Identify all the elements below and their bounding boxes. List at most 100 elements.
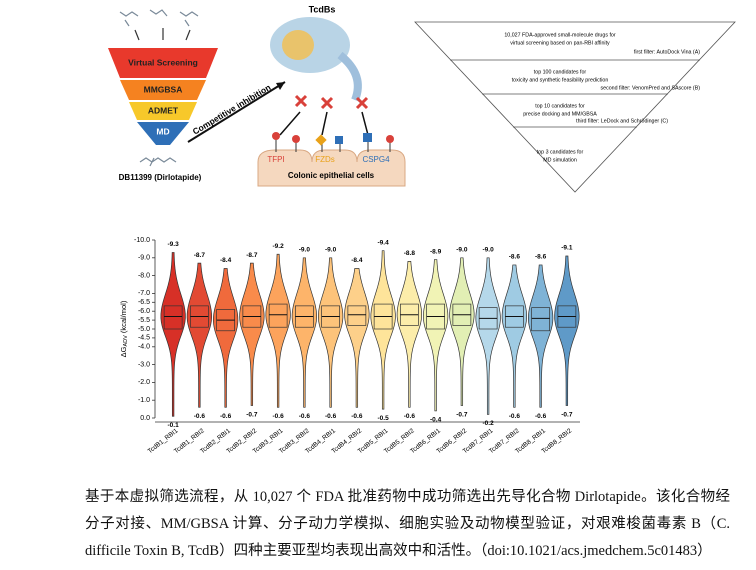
stage-text: precise docking and MM/GBSA <box>523 111 597 117</box>
violin <box>527 264 554 408</box>
receptors <box>272 132 394 152</box>
max-label: -0.6 <box>351 413 363 420</box>
violin <box>344 268 370 408</box>
min-label: -8.4 <box>220 257 232 264</box>
max-label: -0.6 <box>273 413 285 420</box>
max-label: -0.6 <box>194 413 206 420</box>
min-label: -9.2 <box>273 243 285 250</box>
y-axis-label-part: ADV <box>123 335 129 347</box>
block-marks <box>294 94 369 110</box>
y-tick-label: -4.0 <box>138 344 150 351</box>
y-tick-label: -8.0 <box>138 272 150 279</box>
receptor-label: FZDs <box>315 155 335 164</box>
protein-label: TcdBs <box>309 4 336 14</box>
arrow <box>187 81 286 143</box>
min-label: -9.0 <box>483 247 495 254</box>
min-label: -9.0 <box>456 247 468 254</box>
funnel-step: MD <box>156 126 169 136</box>
violin <box>239 262 265 406</box>
funnel-step: ADMET <box>148 105 179 115</box>
receptor-label: CSPG4 <box>362 155 390 164</box>
y-axis-label: ΔGADV (kcal/mol) <box>119 300 129 357</box>
violin <box>186 262 213 408</box>
cell-label: Colonic epithelial cells <box>288 171 375 180</box>
stage-text: MD simulation <box>543 157 577 163</box>
box <box>531 307 550 332</box>
molecules <box>119 9 199 167</box>
min-label: -8.6 <box>509 254 521 261</box>
stage-text: top 100 candidates for <box>534 69 587 75</box>
y-tick-label: 0.0 <box>140 415 150 422</box>
violin <box>317 257 344 408</box>
violin <box>212 268 239 408</box>
filter-label: first filter: AutoDock Vina (A) <box>634 49 700 55</box>
stage-text: 10,027 FDA-approved small-molecule drugs… <box>504 32 616 38</box>
arrow-head <box>276 82 285 90</box>
cell <box>257 149 406 187</box>
y-axis-label-part: (kcal/mol) <box>119 300 128 333</box>
caption: 基于本虚拟筛选流程，从 10,027 个 FDA 批准药物中成功筛选出先导化合物… <box>85 489 730 559</box>
figure: Virtual Screening MMGBSA ADMET MD DB11399 (D… <box>108 4 736 455</box>
compound-label: DB11399 (Dirlotapide) <box>119 173 202 182</box>
min-label: -9.0 <box>299 247 311 254</box>
stage-text: top 3 candidates for <box>537 149 584 155</box>
max-label: -0.6 <box>535 413 547 420</box>
y-tick-label: -10.0 <box>134 237 150 244</box>
min-label: -8.7 <box>246 252 258 259</box>
max-label: -0.6 <box>220 413 232 420</box>
min-label: -9.4 <box>378 239 390 246</box>
violin <box>265 253 291 408</box>
funnel-layer <box>108 48 218 78</box>
violin <box>291 257 318 408</box>
pipeline-triangle <box>414 21 736 193</box>
max-label: -0.5 <box>378 415 390 422</box>
protein-domain <box>282 30 314 60</box>
stage-text: toxicity and synthetic feasibility predi… <box>512 77 609 83</box>
max-label: -0.7 <box>246 411 258 418</box>
min-label: -8.8 <box>404 250 416 257</box>
funnel-layer <box>120 80 206 100</box>
y-tick-label: -3.0 <box>138 361 150 368</box>
pipeline-dividers <box>450 59 700 128</box>
violin <box>449 257 475 406</box>
min-label: -9.3 <box>168 241 180 248</box>
funnel-step: Virtual Screening <box>128 57 198 67</box>
y-tick-label: -1.0 <box>138 397 150 404</box>
min-label: -8.6 <box>535 254 547 261</box>
violin <box>501 264 527 408</box>
min-label: -8.7 <box>194 252 206 259</box>
violin <box>370 250 396 410</box>
filter-label: third filter: LeDock and Schrödinger (C) <box>576 118 668 124</box>
min-label: -9.1 <box>561 245 573 252</box>
min-label: -8.9 <box>430 248 442 255</box>
y-tick-label: -6.5 <box>138 299 150 306</box>
y-tick-label: -5.0 <box>138 326 150 333</box>
y-axis-label-part: ΔG <box>119 346 128 357</box>
max-label: -0.1 <box>168 422 180 429</box>
y-tick-label: -4.5 <box>138 335 150 342</box>
box <box>347 305 367 326</box>
violin <box>160 252 186 417</box>
violin <box>422 259 449 412</box>
y-tick-label: -9.0 <box>138 255 150 262</box>
max-label: -0.7 <box>561 411 573 418</box>
violin <box>554 255 580 406</box>
filter-label: second filter: VenomPred and SAscore (B) <box>600 85 700 91</box>
y-tick-label: -7.0 <box>138 290 150 297</box>
protein-arm <box>337 51 362 102</box>
receptor-label: TFPI <box>267 155 284 164</box>
y-tick-label: -2.0 <box>138 379 150 386</box>
box <box>163 305 183 330</box>
violin <box>475 257 501 415</box>
y-tick-label: -5.5 <box>138 317 150 324</box>
stage-text: virtual screening based on pan-RBI affin… <box>510 40 610 46</box>
min-label: -9.0 <box>325 247 337 254</box>
min-label: -8.4 <box>351 257 363 264</box>
max-label: -0.6 <box>325 413 337 420</box>
max-label: -0.7 <box>456 411 468 418</box>
y-tick-label: -6.0 <box>138 308 150 315</box>
max-label: -0.4 <box>430 417 442 424</box>
violin <box>396 261 422 408</box>
arrow-label: Competitive inhibition <box>191 82 273 137</box>
max-label: -0.2 <box>483 420 495 427</box>
